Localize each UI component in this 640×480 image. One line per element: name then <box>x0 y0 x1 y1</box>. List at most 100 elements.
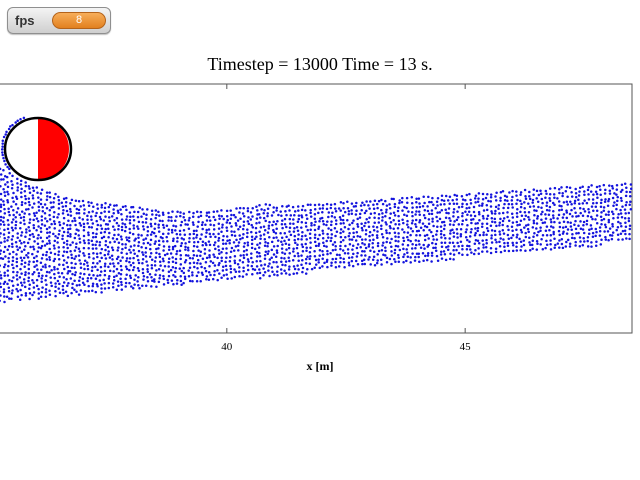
particle <box>0 205 3 209</box>
particle <box>146 241 150 245</box>
particle <box>187 227 191 231</box>
particle <box>146 268 149 271</box>
particle <box>581 214 585 218</box>
particle <box>132 265 136 269</box>
particle <box>161 236 164 240</box>
particle <box>283 269 286 273</box>
particle <box>393 214 397 217</box>
particle <box>41 210 45 213</box>
particle <box>301 258 304 262</box>
particle <box>256 271 259 275</box>
particle <box>75 212 79 215</box>
particle <box>6 185 10 189</box>
particle <box>343 265 346 269</box>
particle <box>32 291 36 294</box>
particle <box>600 222 603 226</box>
particle <box>103 265 107 268</box>
particle <box>321 204 325 207</box>
particle <box>321 219 325 223</box>
particle <box>137 241 141 244</box>
particle <box>24 294 28 297</box>
particle <box>67 219 70 222</box>
particle <box>397 232 400 235</box>
particle <box>348 263 351 267</box>
particle <box>32 281 35 284</box>
particle <box>62 222 66 225</box>
particle <box>32 189 36 193</box>
particle <box>414 218 418 222</box>
particle <box>321 249 324 253</box>
particle <box>141 262 144 265</box>
particle <box>50 284 53 288</box>
particle <box>360 259 364 263</box>
particle <box>24 273 27 277</box>
particle <box>95 247 98 250</box>
fps-value: 8 <box>52 12 106 29</box>
particle <box>348 232 351 235</box>
particle <box>415 233 418 237</box>
particle <box>284 260 288 263</box>
particle <box>78 276 82 279</box>
particle <box>498 212 501 215</box>
particle <box>402 236 405 240</box>
particle <box>293 210 297 213</box>
particle <box>459 232 463 236</box>
particle <box>448 223 452 226</box>
particle <box>246 207 250 210</box>
particle <box>330 264 333 267</box>
particle <box>288 217 292 221</box>
particle <box>40 257 44 260</box>
particle <box>3 228 6 232</box>
particle <box>540 206 543 210</box>
particle <box>37 233 40 237</box>
particle <box>112 265 116 268</box>
particle <box>180 283 183 286</box>
particle <box>397 240 400 243</box>
particle <box>604 238 608 241</box>
particle <box>28 292 32 295</box>
particle <box>435 200 439 204</box>
particle <box>259 259 262 263</box>
particle <box>589 224 593 227</box>
particle <box>541 221 545 225</box>
particle <box>305 249 308 253</box>
particle <box>591 202 595 205</box>
particle <box>200 223 204 227</box>
particle <box>182 266 185 270</box>
particle <box>432 224 435 228</box>
particle <box>317 244 320 247</box>
particle <box>372 255 376 258</box>
particle <box>130 285 133 288</box>
particle <box>560 237 564 241</box>
particle <box>37 274 41 278</box>
particle <box>409 227 413 230</box>
particle <box>385 229 388 232</box>
particle <box>3 295 6 298</box>
particle <box>384 221 387 224</box>
particle <box>103 253 107 257</box>
particle <box>170 228 174 232</box>
particle <box>129 251 132 254</box>
particle <box>197 271 200 274</box>
particle <box>364 238 367 241</box>
particle <box>344 244 347 248</box>
particle <box>179 257 182 261</box>
particle <box>144 221 148 224</box>
particle <box>325 207 329 211</box>
particle <box>293 234 297 238</box>
particle <box>136 280 139 283</box>
particle <box>562 213 566 216</box>
particle <box>116 280 120 283</box>
particle <box>31 197 35 200</box>
particle <box>163 253 167 257</box>
particle <box>482 246 485 249</box>
particle <box>31 273 34 276</box>
particle <box>10 221 14 224</box>
particle <box>574 211 577 215</box>
particle <box>2 223 6 227</box>
particle <box>343 226 347 229</box>
particle <box>317 261 320 264</box>
particle <box>246 264 250 267</box>
particle <box>154 234 158 238</box>
particle <box>237 227 240 231</box>
